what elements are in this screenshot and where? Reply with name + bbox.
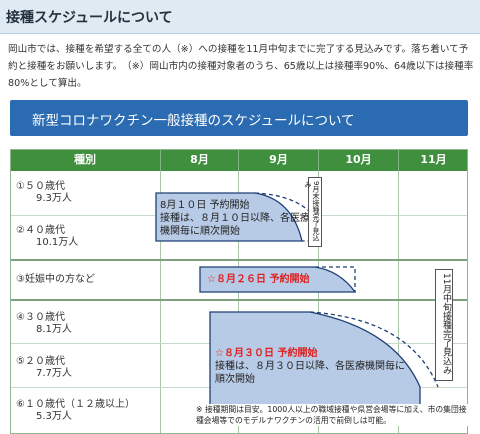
sep-completion-label: 9月末接種完了見込み	[304, 177, 322, 247]
nov-completion-label: 11月中旬接種完了見込み	[435, 269, 453, 381]
header-oct: 10月	[318, 149, 398, 171]
schedule-bar-group3	[209, 311, 421, 410]
row-category: ⑤２０歳代	[16, 356, 65, 367]
schedule-banner: 新型コロナワクチン一般接種のスケジュールについて	[10, 100, 468, 136]
group2-note: ☆８月２６日 予約開始	[207, 274, 310, 285]
row-label: ⑤２０歳代 7.7万人	[16, 356, 156, 380]
row-count: 5.3万人	[36, 411, 72, 422]
group1-line2: 接種は、８月１０日以降、各医療	[160, 213, 310, 224]
schedule-bar-group3-outline	[309, 311, 439, 388]
row-category: ①５０歳代	[16, 181, 65, 192]
group3-line1: ☆８月３０日 予約開始	[215, 348, 318, 359]
row-count: 10.1万人	[36, 237, 79, 248]
row-label: ④３０歳代 8.1万人	[16, 312, 156, 336]
group1-note: 8月１０日 予約開始 接種は、８月１０日以降、各医療 機関毎に順次開始	[160, 199, 310, 238]
schedule-table: 種別 8月 9月 10月 11月 ①５０歳代 9.3万人 ②４０歳代 10.1万…	[10, 149, 468, 434]
group1-line1: 8月１０日 予約開始	[160, 200, 250, 211]
group3-note: ☆８月３０日 予約開始 接種は、８月３０日以降、各医療機関毎に 順次開始	[215, 347, 405, 386]
row-category: ②４０歳代	[16, 225, 65, 236]
row-count: 8.1万人	[36, 324, 72, 335]
header-type: 種別	[10, 149, 160, 171]
row-category: ④３０歳代	[16, 312, 65, 323]
intro-paragraph: 岡山市では、接種を希望する全ての人（※）への接種を11月中旬までに完了する見込み…	[8, 44, 474, 89]
row-count: 9.3万人	[36, 193, 72, 204]
group3-line2: 接種は、８月３０日以降、各医療機関毎に	[215, 361, 405, 372]
header-aug: 8月	[160, 149, 238, 171]
row-category: ③妊娠中の方など	[16, 274, 95, 285]
row-count: 7.7万人	[36, 368, 72, 379]
row-category: ⑥１０歳代（１２歳以上）	[16, 399, 135, 410]
grid-line	[10, 299, 468, 301]
grid-line	[398, 171, 399, 434]
group1-line3: 機関毎に順次開始	[160, 226, 240, 237]
footnote: ※ 接種期間は目安。1000人以上の職域接種や県営会場等に加え、市の集団接種会場…	[196, 404, 468, 426]
row-label: ②４０歳代 10.1万人	[16, 225, 156, 249]
banner-title: 新型コロナワクチン一般接種のスケジュールについて	[32, 113, 355, 129]
section-title-bar: 接種スケジュールについて	[0, 0, 480, 34]
group3-line3: 順次開始	[215, 374, 255, 385]
row-label: ①５０歳代 9.3万人	[16, 181, 156, 205]
schedule-bar-group2-outline	[315, 266, 356, 292]
row-label: ⑥１０歳代（１２歳以上） 5.3万人	[16, 399, 156, 423]
grid-line	[160, 171, 161, 434]
page-heading: 接種スケジュールについて	[6, 10, 173, 26]
header-sep: 9月	[238, 149, 318, 171]
grid-line	[238, 171, 239, 434]
header-nov: 11月	[398, 149, 468, 171]
schedule-shapes	[155, 192, 439, 410]
grid-line	[318, 171, 319, 434]
row-label: ③妊娠中の方など	[16, 274, 156, 286]
grid-line	[10, 259, 468, 261]
